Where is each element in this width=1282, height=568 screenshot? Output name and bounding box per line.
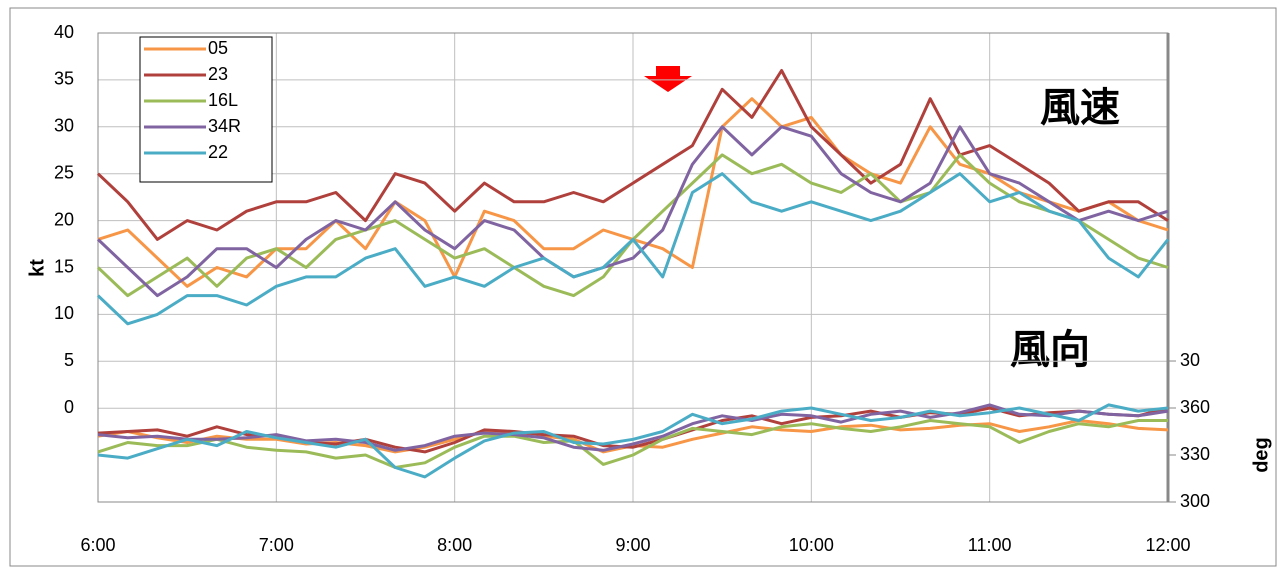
series-line: [97, 403, 1169, 452]
x-tick-label: 6:00: [80, 535, 115, 555]
y2-tick-label: 330: [1180, 444, 1210, 464]
series-line: [96, 69, 1169, 241]
x-tick-label: 9:00: [615, 535, 650, 555]
series-line: [97, 419, 1168, 469]
x-tick-label: 12:00: [1145, 535, 1190, 555]
series-line: [96, 125, 1169, 298]
arrow: [644, 66, 692, 92]
x-tick-label: 10:00: [789, 535, 834, 555]
legend-label: 23: [208, 64, 228, 84]
y-tick-label: 0: [64, 397, 74, 417]
series-line: [96, 172, 1170, 326]
y2-tick-label: 300: [1180, 491, 1210, 511]
legend-box: [139, 36, 273, 183]
legend-label: 16L: [208, 90, 238, 110]
y2-axis-title: deg: [1250, 437, 1272, 473]
y-tick-label: 35: [54, 69, 74, 89]
legend-label: 34R: [208, 116, 241, 136]
y2-tick-label: 30: [1180, 350, 1200, 370]
y-tick-label: 30: [54, 116, 74, 136]
y-tick-label: 5: [64, 350, 74, 370]
y-tick-label: 40: [54, 22, 74, 42]
y-tick-label: 20: [54, 209, 74, 229]
annotation: 風向: [1010, 327, 1090, 373]
y-tick-label: 10: [54, 303, 74, 323]
y-axis-title: kt: [26, 259, 48, 277]
legend-label: 22: [208, 142, 228, 162]
y2-tick-label: 360: [1180, 397, 1210, 417]
x-tick-label: 7:00: [259, 535, 294, 555]
annotation: 風速: [1040, 85, 1120, 131]
x-tick-label: 11:00: [968, 535, 1012, 555]
series-line: [97, 406, 1169, 454]
x-tick-label: 8:00: [437, 535, 472, 555]
y-tick-label: 25: [54, 162, 74, 182]
series-line: [97, 403, 1169, 479]
legend-label: 05: [208, 38, 228, 58]
y-tick-label: 15: [54, 256, 74, 276]
